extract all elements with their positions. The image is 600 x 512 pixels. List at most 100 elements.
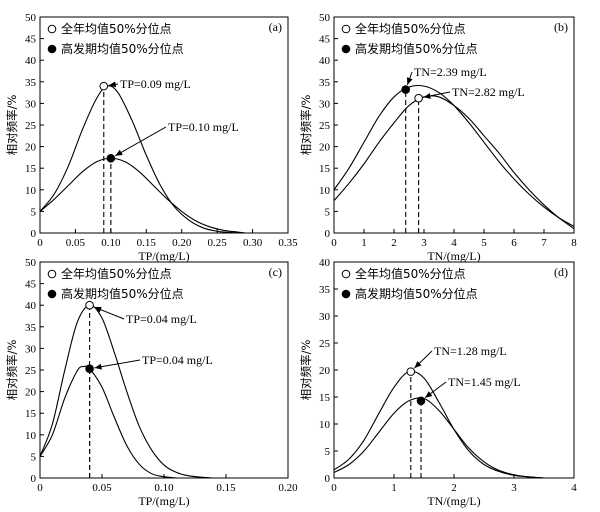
median-annotation: TP=0.10 mg/L [168,120,239,134]
y-axis-title: 相对频率/% [5,340,19,401]
y-tick-label: 25 [319,120,331,132]
y-tick-label: 20 [25,142,37,154]
y-tick-label: 35 [319,284,331,296]
panel-b: 0 1 2 3 4 5 6 7 805101520253035404550TN/(mg/L)相对… [299,12,577,263]
y-tick-label: 30 [319,311,331,323]
y-tick-label: 25 [25,120,37,132]
y-tick-label: 30 [319,98,331,110]
series-line-annual [39,85,246,234]
y-tick-label: 10 [319,419,331,431]
x-tick-label: 8 [571,237,577,249]
median-annotation: TP=0.04 mg/L [126,312,197,326]
y-tick-label: 45 [25,279,37,291]
median-point-filled [106,153,116,163]
annotation-arrow [424,381,447,399]
y-axis-title: 相对频率/% [299,340,313,401]
legend-marker-filled [341,289,351,299]
y-tick-label: 40 [25,300,37,312]
y-tick-label: 35 [25,322,37,334]
legend-marker-hollow [47,269,57,279]
series-line-high-period [333,397,545,479]
y-tick-label: 40 [319,55,331,67]
y-tick-label: 20 [319,142,331,154]
series-line-high-period [39,365,177,479]
y-tick-label: 40 [25,55,37,67]
y-tick-label: 15 [319,392,331,404]
legend-label-high: 高发期均值50%分位点 [355,286,478,301]
median-annotation: TN=2.82 mg/L [452,85,525,99]
annotation-arrow [108,81,119,88]
y-tick-label: 30 [25,343,37,355]
x-tick-label: 7 [541,237,547,249]
series-line-annual [39,304,214,479]
legend-marker-hollow [341,24,351,34]
x-tick-label: 0.15 [216,482,236,494]
median-point-filled [401,85,411,94]
x-tick-label: 1 [391,482,397,494]
y-tick-label: 50 [25,12,37,24]
y-tick-label: 5 [325,206,331,218]
legend-marker-filled [47,289,57,299]
legend-label-annual: 全年均值50%分位点 [61,266,172,281]
x-tick-label: 0.05 [66,237,86,249]
x-axis-title: TN/(mg/L) [427,494,480,508]
x-tick-label: 1 [361,237,367,249]
panel-label: (a) [269,20,282,34]
median-annotation: TP=0.09 mg/L [120,77,191,91]
x-tick-label: 3 [511,482,517,494]
series-line-high-period [39,157,246,234]
y-tick-label: 15 [25,163,37,175]
y-tick-label: 40 [319,257,331,269]
y-tick-label: 15 [25,408,37,420]
panel-label: (c) [269,265,282,279]
x-tick-label: 0.35 [278,237,298,249]
x-axis-title: TN/(mg/L) [427,249,480,263]
legend-marker-filled [47,44,57,54]
y-tick-label: 30 [25,98,37,110]
legend-label-annual: 全年均值50%分位点 [61,21,172,36]
legend-label-high: 高发期均值50%分位点 [61,41,184,56]
legend-marker-filled [341,44,351,54]
annotation-arrow [406,71,413,86]
legend-label-high: 高发期均值50%分位点 [61,286,184,301]
y-tick-label: 25 [25,365,37,377]
y-tick-label: 0 [325,228,331,240]
panel-label: (d) [554,265,568,279]
y-tick-label: 50 [319,12,331,24]
y-tick-label: 10 [25,430,37,442]
x-tick-label: 0.15 [137,237,157,249]
median-annotation: TN=1.45 mg/L [448,375,521,389]
x-tick-label: 0.25 [208,237,228,249]
y-tick-label: 45 [25,34,37,46]
median-point-hollow [414,93,423,103]
y-tick-label: 35 [319,77,331,89]
x-tick-label: 2 [451,482,457,494]
annotation-arrow [114,126,167,157]
x-tick-label: 0.30 [243,237,263,249]
x-axis-title: TP/(mg/L) [138,494,189,508]
median-point-filled [416,396,426,406]
y-tick-label: 0 [31,228,37,240]
y-axis-title: 相对频率/% [5,95,19,156]
median-annotation: TP=0.04 mg/L [142,353,213,367]
median-annotation: TN=2.39 mg/L [414,65,487,79]
y-tick-label: 20 [319,365,331,377]
median-point-hollow [99,81,109,91]
y-tick-label: 25 [319,338,331,350]
x-tick-label: 4 [571,482,577,494]
x-tick-label: 0.20 [278,482,298,494]
y-tick-label: 20 [25,387,37,399]
panel-c: 0 0.05 0.10 0.15 0.20 0 5 10 15 20 25 30 35 40 45 50 TP/… [5,257,298,508]
x-tick-label: 6 [511,237,517,249]
panel-d: 0 1 2 3 40510152025303540TN/(mg/L)相对频率/%(d)T… [299,257,577,508]
annotation-arrow [94,359,141,370]
y-tick-label: 0 [31,473,37,485]
y-tick-label: 5 [325,446,331,458]
series-line-high-period [333,95,575,230]
legend-marker-hollow [47,24,57,34]
y-tick-label: 0 [325,473,331,485]
x-tick-label: 0.05 [92,482,112,494]
x-tick-label: 3 [421,237,427,249]
series-line-annual [333,370,545,479]
